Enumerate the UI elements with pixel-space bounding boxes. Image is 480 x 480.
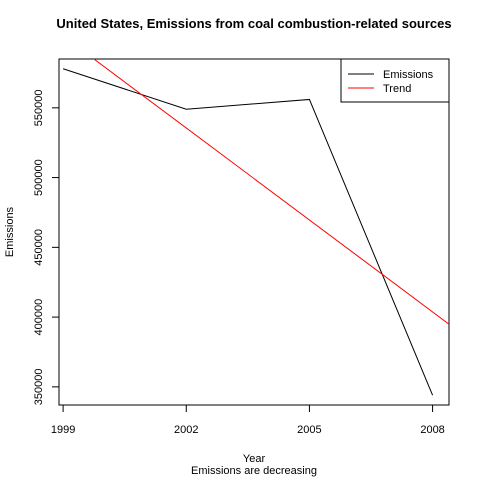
series-layer <box>62 59 449 396</box>
x-tick-label: 2002 <box>174 424 198 436</box>
y-tick-label: 450000 <box>33 229 45 266</box>
y-tick-label: 500000 <box>33 159 45 196</box>
x-tick-label: 1999 <box>51 424 75 436</box>
x-axis: 1999 2002 2005 2008 <box>51 404 445 436</box>
legend-box <box>340 58 450 103</box>
y-tick-label: 350000 <box>33 369 45 406</box>
x-axis-label: Year <box>243 453 266 465</box>
series-line-trend <box>93 59 449 325</box>
series-line-emissions <box>62 68 434 396</box>
y-tick-label: 400000 <box>33 299 45 336</box>
plot-frame <box>58 58 450 406</box>
x-tick-label: 2008 <box>420 424 444 436</box>
legend-label-trend: Trend <box>383 83 411 95</box>
y-tick-label: 550000 <box>33 89 45 126</box>
y-axis: 350000 400000 450000 500000 550000 <box>33 89 60 406</box>
y-axis-label: Emissions <box>4 206 16 257</box>
legend-label-emissions: Emissions <box>383 69 434 81</box>
chart-title: United States, Emissions from coal combu… <box>56 16 451 31</box>
legend: Emissions Trend <box>340 58 450 103</box>
x-tick-label: 2005 <box>297 424 321 436</box>
x-axis-sublabel: Emissions are decreasing <box>191 465 317 477</box>
